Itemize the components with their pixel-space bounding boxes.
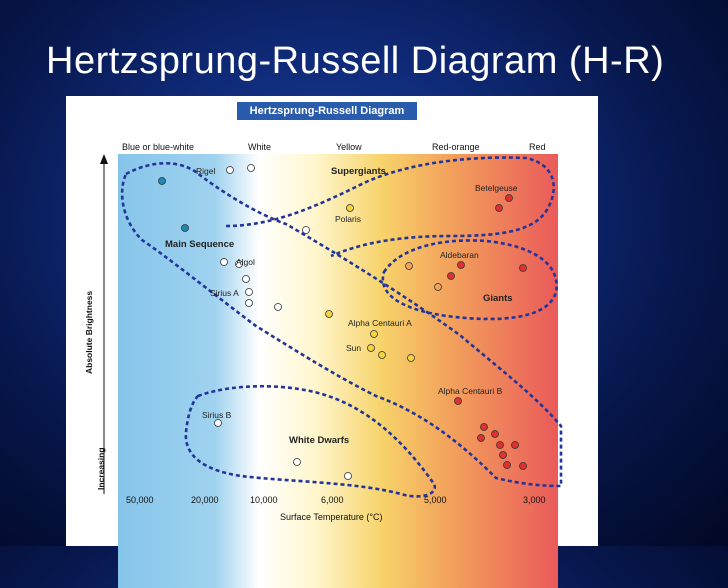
y-axis-title: Absolute Brightness (84, 291, 94, 374)
label-white-dwarfs: White Dwarfs (289, 435, 349, 446)
star-sun (367, 344, 375, 352)
star-white (245, 299, 253, 307)
color-label-red-orange: Red-orange (432, 142, 480, 152)
star-white (274, 303, 282, 311)
star-algol (220, 258, 228, 266)
label-aldebaran: Aldebaran (440, 250, 479, 260)
star-alpha-centauri-a (370, 330, 378, 338)
star-red (511, 441, 519, 449)
star-orange (434, 283, 442, 291)
star-sirius-b (214, 419, 222, 427)
star-white (242, 275, 250, 283)
star-blue (158, 177, 166, 185)
x-tick-50000: 50,000 (126, 495, 154, 505)
star-red (477, 434, 485, 442)
y-axis-increasing: Increasing (96, 447, 106, 490)
label-betelgeuse: Betelgeuse (475, 183, 518, 193)
star-orange (405, 262, 413, 270)
star-red (519, 462, 527, 470)
giants-outline (381, 239, 558, 321)
star-white-dwarf (344, 472, 352, 480)
star-white (235, 260, 243, 268)
y-axis-arrowhead (100, 154, 108, 164)
label-sirius-a: Sirius A (210, 288, 239, 298)
x-tick-5000: 5,000 (424, 495, 447, 505)
star-red (480, 423, 488, 431)
star-aldebaran (457, 261, 465, 269)
x-axis-title: Surface Temperature (°C) (280, 512, 382, 522)
label-alpha-centauri-b: Alpha Centauri B (438, 386, 503, 396)
star-betelgeuse (505, 194, 513, 202)
x-tick-3000: 3,000 (523, 495, 546, 505)
diagram-header: Hertzsprung-Russell Diagram (237, 102, 417, 120)
label-alpha-centauri-a: Alpha Centauri A (348, 318, 412, 328)
star-white (247, 164, 255, 172)
star-red (499, 451, 507, 459)
x-tick-20000: 20,000 (191, 495, 219, 505)
temperature-color-gradient (118, 154, 558, 588)
color-label-blue: Blue or blue-white (122, 142, 195, 152)
main-sequence-outline (120, 161, 563, 488)
label-supergiants: Supergiants (331, 166, 386, 177)
star-polaris (346, 204, 354, 212)
star-blue (181, 224, 189, 232)
label-giants: Giants (483, 293, 513, 304)
hr-diagram-svg: Absolute Brightness Increasing (84, 154, 563, 522)
x-tick-6000: 6,000 (321, 495, 344, 505)
star-red (503, 461, 511, 469)
label-algol: Algol (236, 257, 255, 267)
white-dwarfs-outline (184, 384, 437, 498)
star-yellow (407, 354, 415, 362)
star-yellow (378, 351, 386, 359)
star-rigel (226, 166, 234, 174)
star-alpha-centauri-b (454, 397, 462, 405)
star-red (519, 264, 527, 272)
star-yellow (325, 310, 333, 318)
supergiants-outline (225, 156, 556, 258)
star-white (302, 226, 310, 234)
star-white-dwarf (293, 458, 301, 466)
label-polaris: Polaris (335, 214, 361, 224)
slide-title: Hertzsprung-Russell Diagram (H-R) (46, 40, 665, 82)
star-red (447, 272, 455, 280)
star-red (496, 441, 504, 449)
label-sirius-b: Sirius B (202, 410, 232, 420)
label-rigel: Rigel (196, 166, 215, 176)
color-label-yellow: Yellow (336, 142, 362, 152)
hr-diagram-panel: Hertzsprung-Russell Diagram Blue or blue… (66, 96, 598, 588)
label-main-sequence: Main Sequence (165, 239, 234, 250)
star-red (491, 430, 499, 438)
color-label-white: White (248, 142, 272, 152)
label-sun: Sun (346, 343, 361, 353)
color-label-red: Red (529, 142, 546, 152)
star-sirius-a (245, 288, 253, 296)
x-tick-10000: 10,000 (250, 495, 278, 505)
star-red (495, 204, 503, 212)
